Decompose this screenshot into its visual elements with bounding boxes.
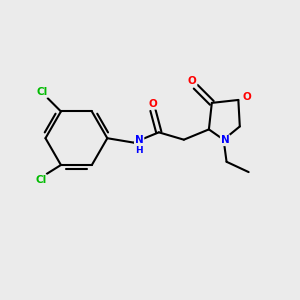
Text: H: H <box>135 146 143 155</box>
Text: O: O <box>243 92 251 102</box>
Text: N: N <box>135 135 143 145</box>
Text: Cl: Cl <box>37 87 48 97</box>
Text: N: N <box>221 135 230 145</box>
Text: O: O <box>148 99 157 109</box>
Text: Cl: Cl <box>35 175 46 185</box>
Text: O: O <box>188 76 197 86</box>
